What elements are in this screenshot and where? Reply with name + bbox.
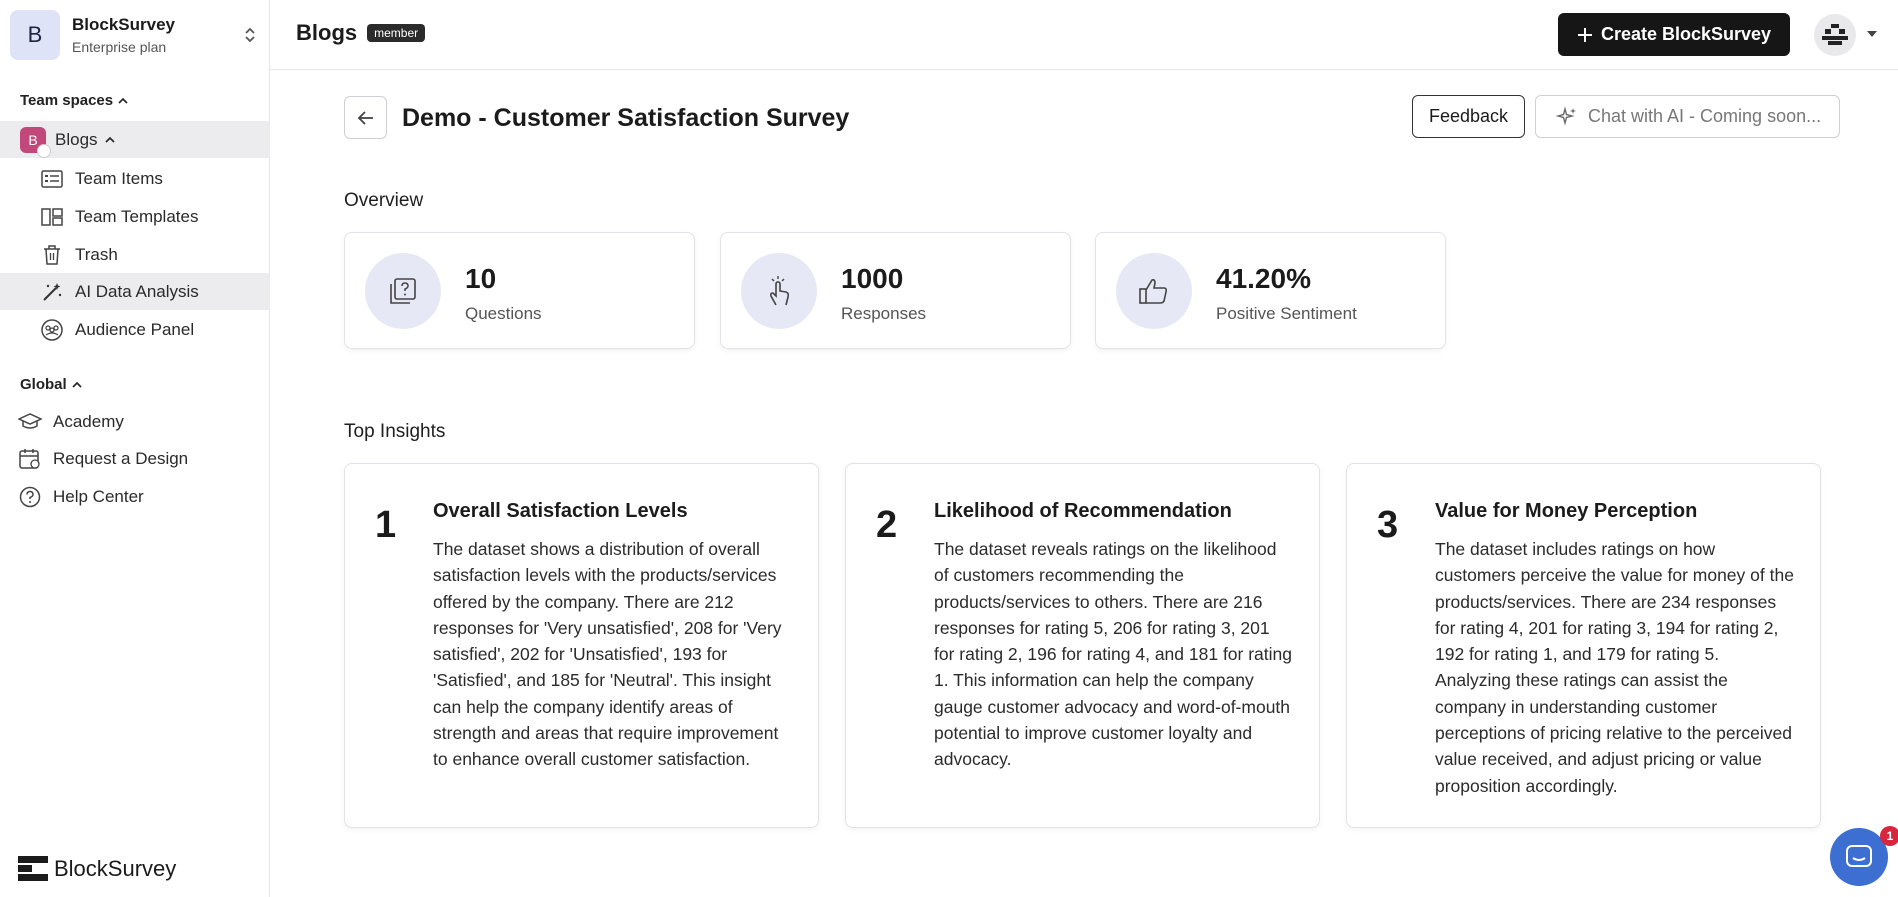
header-title-group: Blogs member [296, 20, 426, 46]
global-label: Global [20, 376, 67, 393]
sidebar-item-team-items[interactable]: Team Items [0, 160, 270, 197]
sidebar: B BlockSurvey Enterprise plan Team space… [0, 0, 270, 897]
create-button-label: Create BlockSurvey [1600, 24, 1772, 44]
caret-down-icon[interactable] [1866, 26, 1878, 44]
avatar-face-icon [1822, 24, 1848, 45]
stat-card-responses: 1000 Responses [720, 232, 1071, 349]
tap-icon [741, 253, 817, 329]
question-icon [365, 253, 441, 329]
space-avatar: B [20, 126, 51, 158]
chat-with-ai-button[interactable]: Chat with AI - Coming soon... [1535, 95, 1840, 138]
stat-value: 1000 [841, 263, 904, 294]
sidebar-item-help-center[interactable]: Help Center [0, 478, 270, 515]
workspace-name: BlockSurvey [72, 15, 175, 34]
support-chat-button[interactable] [1830, 828, 1888, 886]
top-header: Blogs member Create BlockSurvey [270, 0, 1898, 70]
chevron-up-icon [104, 136, 115, 143]
sidebar-item-ai-data-analysis[interactable]: AI Data Analysis [0, 273, 270, 310]
workspace-switcher[interactable]: B BlockSurvey Enterprise plan [10, 10, 260, 60]
sidebar-item-label: Trash [75, 244, 118, 264]
magic-wand-icon [40, 280, 64, 304]
insight-body: The dataset shows a distribution of over… [433, 539, 782, 770]
insight-title: Likelihood of Recommendation [934, 500, 1232, 522]
help-icon [18, 485, 42, 509]
user-avatar[interactable] [1814, 14, 1856, 56]
chevron-up-icon [118, 97, 128, 104]
create-blocksurvey-button[interactable]: Create BlockSurvey [1558, 13, 1790, 56]
sidebar-item-label: Request a Design [53, 448, 189, 468]
notification-count-badge: 1 [1880, 826, 1898, 846]
logo-text: BlockSurvey [54, 856, 177, 881]
sparkle-icon [1556, 105, 1576, 126]
chat-icon [1846, 845, 1872, 867]
template-icon [40, 205, 64, 229]
insight-card: 1 Overall Satisfaction Levels The datase… [344, 463, 819, 828]
overview-heading: Overview [344, 190, 424, 211]
insight-title: Value for Money Perception [1435, 500, 1698, 522]
user-icon [37, 143, 51, 158]
logo-mark-icon [18, 856, 48, 881]
chevron-up-icon [72, 381, 82, 388]
sidebar-item-label: AI Data Analysis [75, 281, 199, 301]
arrow-left-icon [357, 110, 373, 125]
sidebar-item-label: Academy [53, 411, 124, 431]
team-spaces-toggle[interactable]: Team spaces [20, 92, 129, 109]
calendar-icon [18, 447, 42, 471]
chevron-up-down-icon [240, 21, 260, 49]
top-insights-heading: Top Insights [344, 421, 446, 442]
chat-button-label: Chat with AI - Coming soon... [1588, 106, 1822, 126]
insight-card: 3 Value for Money Perception The dataset… [1346, 463, 1821, 828]
sidebar-item-label: Help Center [53, 486, 144, 506]
graduation-cap-icon [18, 410, 42, 434]
stat-label: Positive Sentiment [1216, 304, 1357, 323]
page-title: Blogs [296, 20, 358, 45]
survey-title: Demo - Customer Satisfaction Survey [402, 104, 850, 132]
insight-number: 3 [1377, 504, 1399, 546]
insight-title: Overall Satisfaction Levels [433, 500, 688, 522]
feedback-button[interactable]: Feedback [1412, 95, 1525, 138]
back-button[interactable] [344, 96, 387, 139]
list-icon [40, 167, 64, 191]
blocksurvey-logo: BlockSurvey [18, 856, 176, 882]
sidebar-item-label: Audience Panel [75, 319, 195, 339]
stat-label: Responses [841, 304, 927, 323]
insight-body: The dataset reveals ratings on the likel… [934, 539, 1292, 770]
sidebar-item-request-a-design[interactable]: Request a Design [0, 440, 270, 477]
global-toggle[interactable]: Global [20, 376, 83, 393]
stat-value: 10 [465, 263, 497, 294]
plus-icon [1577, 27, 1592, 42]
sidebar-item-trash[interactable]: Trash [0, 236, 270, 273]
role-badge: member [367, 24, 426, 42]
trash-icon [40, 243, 64, 267]
stat-card-questions: 10 Questions [344, 232, 695, 349]
sidebar-space-blogs[interactable]: B Blogs [0, 121, 270, 158]
sidebar-item-label: Team Templates [75, 206, 199, 226]
workspace-plan: Enterprise plan [72, 39, 167, 55]
insight-card: 2 Likelihood of Recommendation The datas… [845, 463, 1320, 828]
sidebar-item-academy[interactable]: Academy [0, 403, 270, 440]
audience-icon [40, 318, 64, 342]
insight-number: 1 [375, 504, 397, 546]
stat-label: Questions [465, 304, 542, 323]
team-spaces-label: Team spaces [20, 92, 114, 109]
sidebar-item-label: Team Items [75, 168, 163, 188]
stat-card-positive-sentiment: 41.20% Positive Sentiment [1095, 232, 1446, 349]
insight-body: The dataset includes ratings on how cust… [1435, 539, 1794, 796]
stat-value: 41.20% [1216, 263, 1311, 294]
insight-number: 2 [876, 504, 898, 546]
sidebar-item-team-templates[interactable]: Team Templates [0, 198, 270, 235]
workspace-avatar: B [10, 10, 60, 60]
sidebar-item-audience-panel[interactable]: Audience Panel [0, 311, 270, 348]
space-name: Blogs [55, 129, 98, 149]
thumbs-up-icon [1116, 253, 1192, 329]
